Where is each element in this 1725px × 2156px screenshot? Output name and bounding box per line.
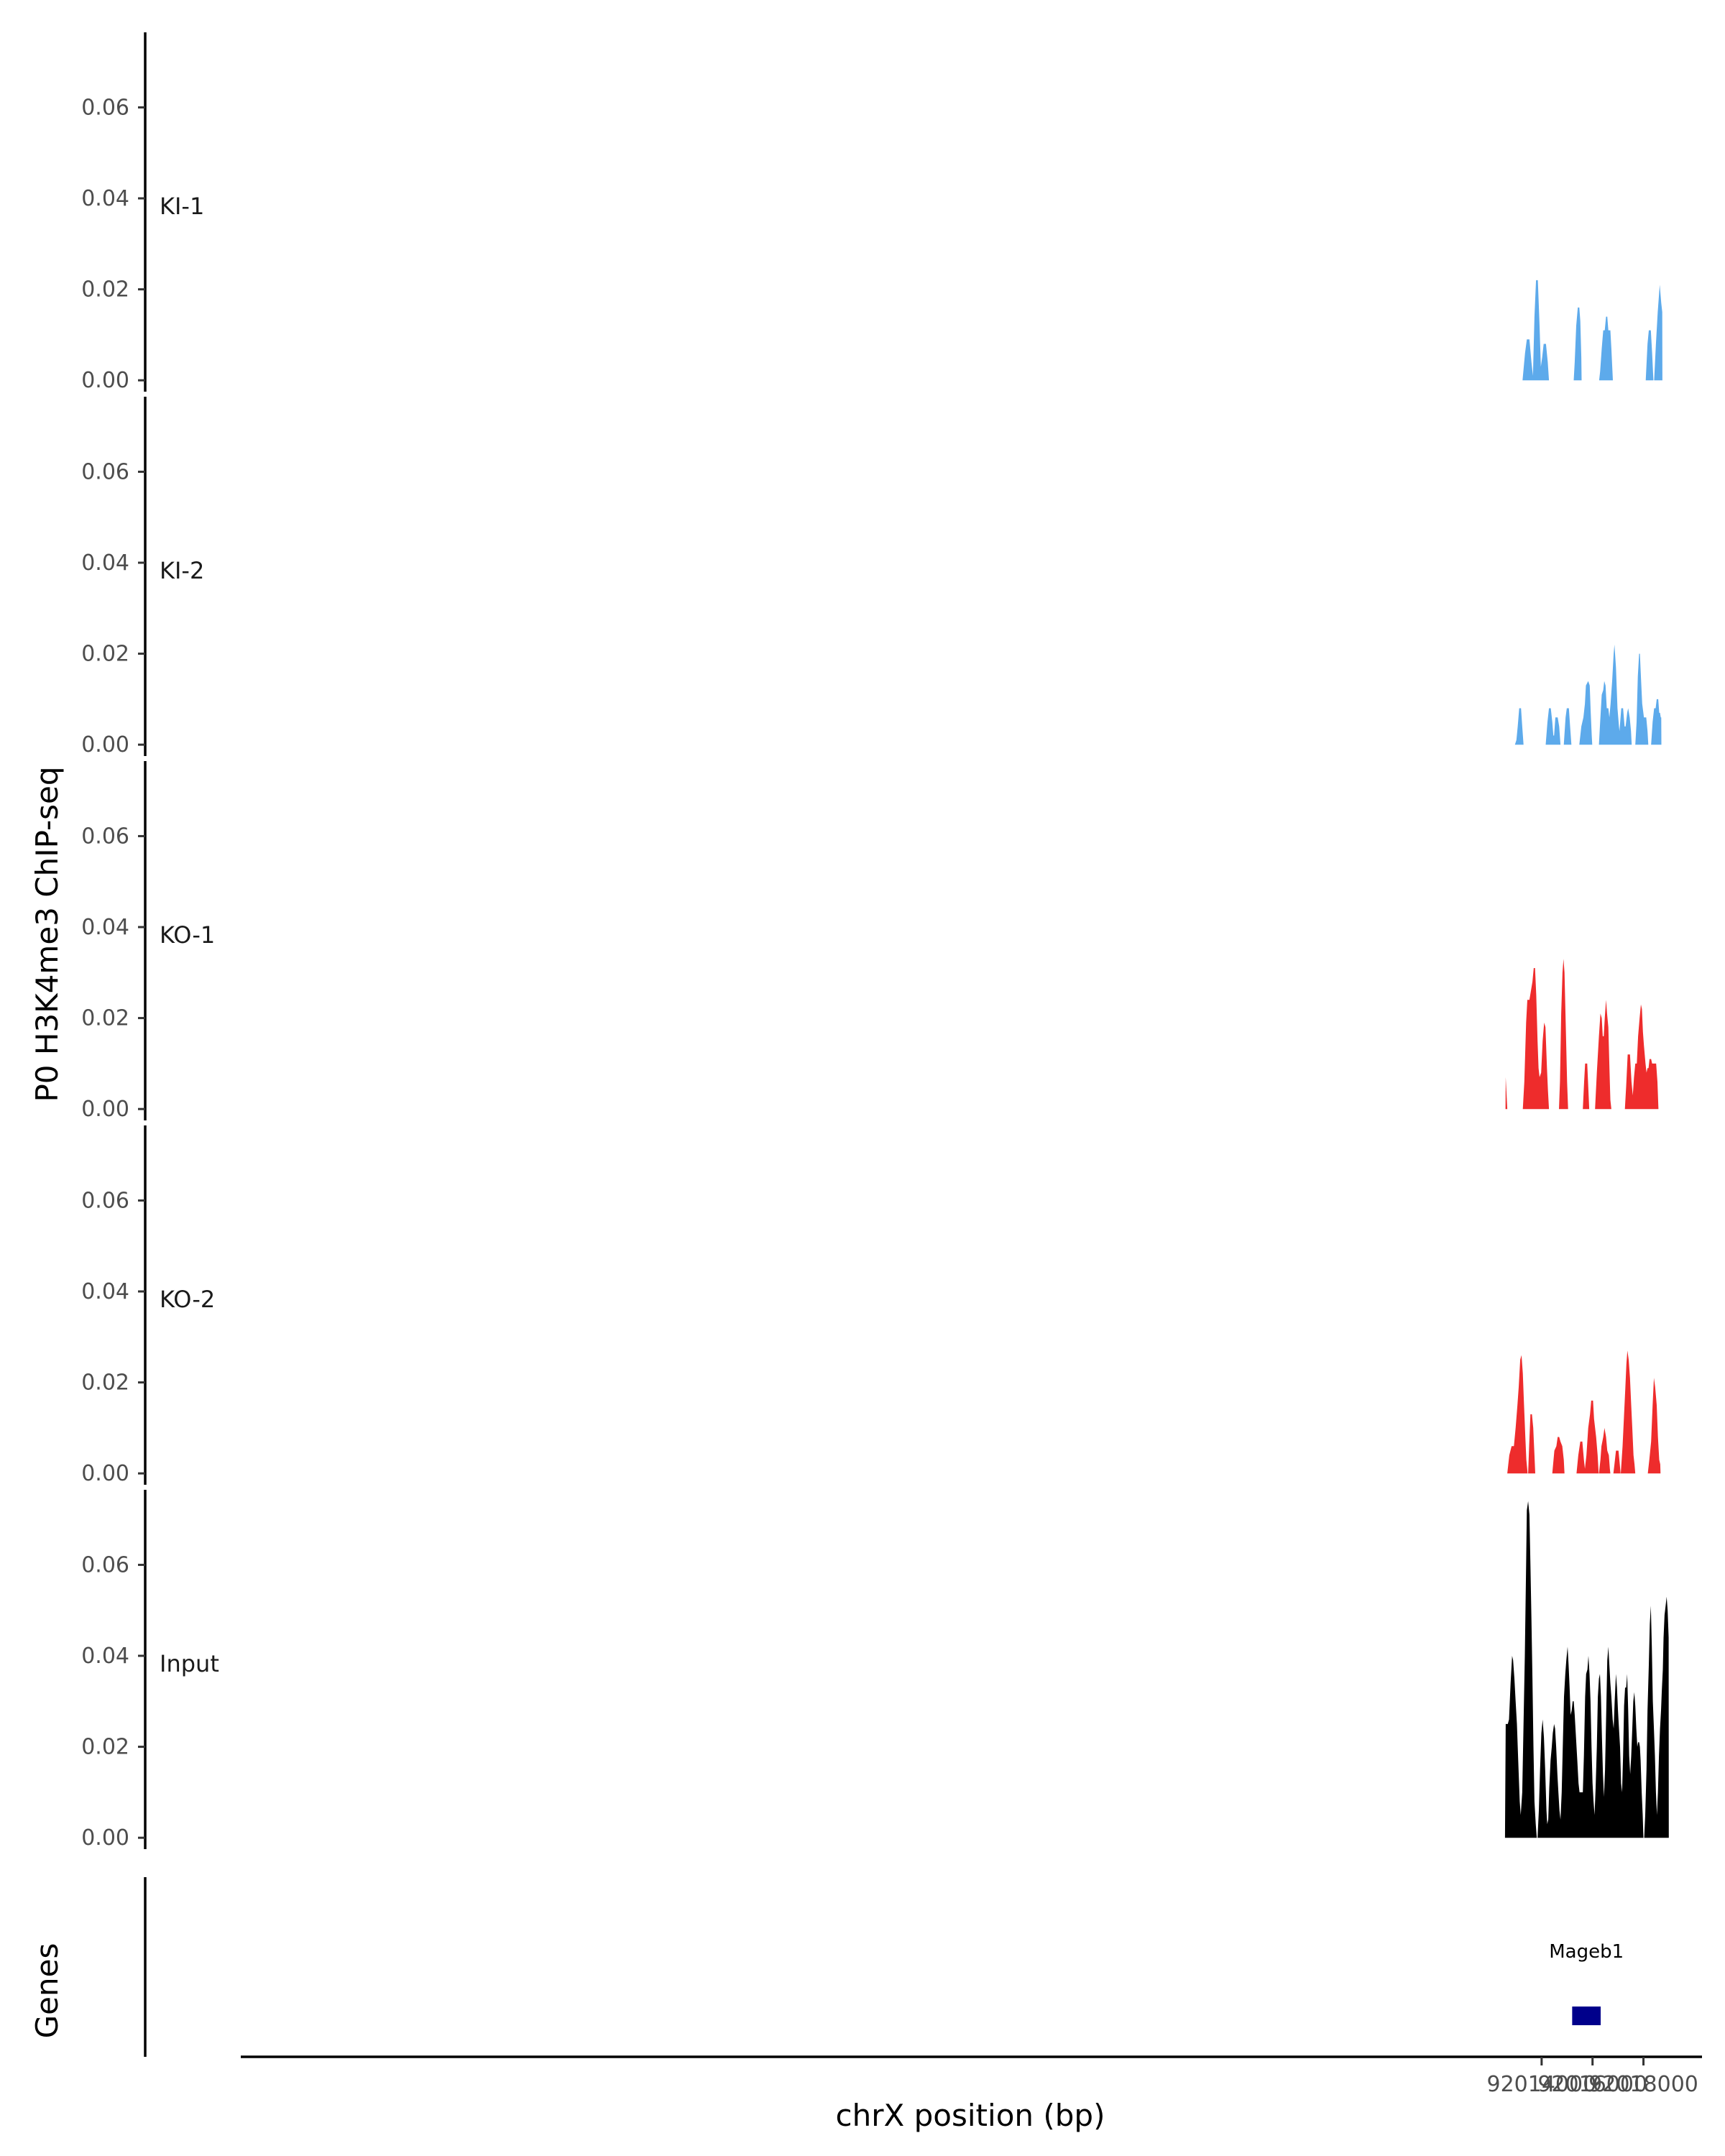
x-tick-label: 92016000 xyxy=(1537,2072,1647,2097)
signal-area xyxy=(1647,1378,1661,1474)
signal-area xyxy=(1595,1000,1611,1110)
signal-area xyxy=(1621,1350,1636,1474)
signal-area xyxy=(1576,1400,1599,1474)
y-tick-label: 0.04 xyxy=(81,1279,129,1304)
track-panels: 0.00 0.02 0.04 0.06 KI-1 0.00 0.02 0.04 0.06 KI-2… xyxy=(81,32,1669,1851)
track-label: KO-2 xyxy=(160,1286,215,1313)
y-tick-label: 0.00 xyxy=(81,1825,129,1851)
y-tick-label: 0.02 xyxy=(81,1735,129,1760)
signal-area xyxy=(1573,307,1582,381)
y-tick-label: 0.04 xyxy=(81,1644,129,1669)
signal-area xyxy=(1522,280,1550,381)
y-tick-label: 0.06 xyxy=(81,95,129,120)
track-label: Input xyxy=(160,1650,219,1677)
signal-area xyxy=(1504,1501,1537,1838)
y-tick-label: 0.04 xyxy=(81,915,129,940)
x-tick-label: 92014000 xyxy=(1487,2072,1597,2097)
signal-area xyxy=(1514,708,1524,745)
x-tick-label: 92018000 xyxy=(1588,2072,1698,2097)
track-panel-ko-2: 0.00 0.02 0.04 0.06 KO-2 xyxy=(81,1125,1661,1486)
signal-area xyxy=(1563,708,1572,745)
gene-body xyxy=(1572,2007,1601,2025)
track-label: KO-1 xyxy=(160,921,215,949)
y-tick-label: 0.04 xyxy=(81,186,129,211)
track-label: KI-1 xyxy=(160,193,204,220)
signal-area xyxy=(1598,644,1632,745)
signal-area xyxy=(1644,1596,1669,1838)
signal-area xyxy=(1583,1063,1590,1110)
track-panel-input: 0.00 0.02 0.04 0.06 Input xyxy=(81,1490,1669,1851)
y-tick-label: 0.02 xyxy=(81,1006,129,1031)
signal-area xyxy=(1552,1437,1565,1474)
signal-area xyxy=(1645,330,1654,381)
signal-area xyxy=(1505,1077,1508,1110)
x-axis-title: chrX position (bp) xyxy=(836,2098,1105,2133)
y-tick-label: 0.00 xyxy=(81,732,129,757)
y-tick-label: 0.04 xyxy=(81,550,129,576)
y-tick-label: 0.06 xyxy=(81,824,129,849)
y-tick-label: 0.02 xyxy=(81,1370,129,1396)
signal-area xyxy=(1651,699,1662,745)
y-tick-label: 0.00 xyxy=(81,1461,129,1486)
signal-area xyxy=(1598,1427,1611,1474)
genes-axis-title: Genes xyxy=(29,1943,65,2039)
signal-area xyxy=(1537,1646,1644,1838)
signal-area xyxy=(1528,1414,1535,1474)
signal-area xyxy=(1624,1004,1659,1110)
track-panel-ki-2: 0.00 0.02 0.04 0.06 KI-2 xyxy=(81,397,1662,757)
signal-area xyxy=(1613,1450,1621,1474)
y-tick-label: 0.06 xyxy=(81,459,129,484)
signal-area xyxy=(1545,708,1561,745)
genes-panel: Mageb1 xyxy=(144,1877,1624,2057)
track-panel-ki-1: 0.00 0.02 0.04 0.06 KI-1 xyxy=(81,32,1662,393)
signal-area xyxy=(1579,681,1593,745)
y-tick-label: 0.02 xyxy=(81,642,129,667)
track-label: KI-2 xyxy=(160,557,204,584)
y-tick-label: 0.06 xyxy=(81,1552,129,1577)
signal-area xyxy=(1522,968,1550,1110)
signal-area xyxy=(1635,653,1649,745)
signal-area xyxy=(1559,959,1568,1110)
gene-label: Mageb1 xyxy=(1549,1941,1624,1963)
signal-area xyxy=(1598,316,1613,381)
signal-area xyxy=(1654,285,1662,381)
track-panel-ko-1: 0.00 0.02 0.04 0.06 KO-1 xyxy=(81,761,1659,1122)
y-tick-label: 0.06 xyxy=(81,1188,129,1213)
y-tick-label: 0.02 xyxy=(81,277,129,303)
signal-area xyxy=(1507,1355,1528,1474)
y-tick-label: 0.00 xyxy=(81,368,129,393)
y-axis-title: P0 H3K4me3 ChIP-seq xyxy=(29,766,65,1102)
y-tick-label: 0.00 xyxy=(81,1097,129,1122)
